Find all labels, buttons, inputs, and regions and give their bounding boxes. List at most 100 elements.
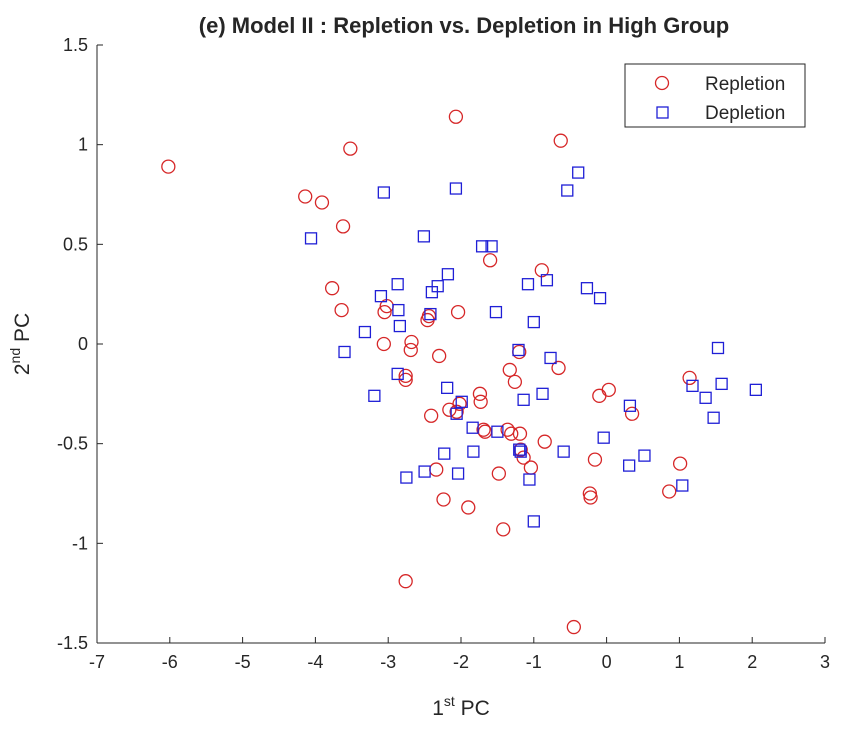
data-points bbox=[161, 109, 762, 635]
depletion-point bbox=[358, 325, 372, 339]
legend-depletion-marker bbox=[656, 106, 669, 119]
repletion-point bbox=[537, 434, 552, 449]
repletion-point bbox=[523, 460, 539, 475]
x-tick-label: -6 bbox=[162, 652, 178, 672]
depletion-point bbox=[391, 367, 404, 381]
depletion-point bbox=[467, 445, 480, 458]
depletion-point bbox=[557, 445, 570, 458]
repletion-point bbox=[432, 348, 447, 364]
depletion-point bbox=[393, 319, 406, 333]
depletion-point bbox=[749, 383, 762, 396]
depletion-point bbox=[514, 445, 527, 458]
depletion-point bbox=[450, 407, 463, 420]
repletion-point bbox=[682, 370, 697, 386]
depletion-point bbox=[572, 166, 585, 179]
depletion-point bbox=[623, 459, 636, 472]
x-tick-label: -3 bbox=[380, 652, 396, 672]
x-axis-label-rest: PC bbox=[455, 697, 490, 720]
depletion-point bbox=[485, 240, 498, 253]
repletion-point bbox=[507, 374, 523, 390]
depletion-point bbox=[517, 393, 530, 406]
repletion-point bbox=[334, 302, 349, 318]
depletion-point bbox=[699, 391, 712, 404]
depletion-point bbox=[368, 389, 381, 402]
repletion-point bbox=[298, 189, 313, 204]
depletion-point bbox=[425, 286, 439, 299]
repletion-point bbox=[502, 362, 517, 378]
legend-depletion-label: Depletion bbox=[705, 103, 785, 124]
depletion-point bbox=[638, 449, 651, 462]
depletion-point bbox=[438, 447, 451, 460]
repletion-point bbox=[473, 394, 488, 409]
repletion-point bbox=[398, 368, 413, 384]
x-axis-ticks: -7 -6 -5 -4 -3 -2 -1 0 1 2 3 bbox=[89, 637, 830, 672]
depletion-point bbox=[455, 395, 468, 408]
depletion-point bbox=[377, 186, 390, 199]
x-tick-label: -1 bbox=[526, 652, 542, 672]
depletion-point bbox=[623, 399, 637, 412]
x-tick-label: 2 bbox=[747, 652, 757, 672]
y-axis-label: 2nd PC bbox=[7, 313, 34, 375]
repletion-point bbox=[672, 456, 688, 471]
repletion-point bbox=[583, 490, 598, 505]
repletion-point bbox=[450, 304, 466, 320]
repletion-point bbox=[566, 619, 581, 635]
depletion-point bbox=[304, 232, 318, 245]
x-tick-label: -5 bbox=[235, 652, 251, 672]
depletion-point bbox=[451, 467, 465, 480]
depletion-point bbox=[417, 230, 431, 243]
depletion-point bbox=[707, 411, 720, 424]
y-tick-label: 0 bbox=[78, 334, 88, 354]
repletion-point bbox=[482, 253, 498, 268]
y-tick-label: 1.5 bbox=[63, 35, 88, 55]
y-axis-label-rest: PC bbox=[11, 313, 34, 348]
depletion-point bbox=[715, 377, 728, 391]
legend: Repletion Depletion bbox=[624, 63, 806, 128]
repletion-point bbox=[496, 522, 511, 537]
repletion-point bbox=[461, 500, 476, 515]
y-tick-label: -0.5 bbox=[57, 434, 88, 454]
repletion-point bbox=[452, 396, 467, 411]
repletion-point bbox=[551, 360, 566, 376]
x-tick-label: -7 bbox=[89, 652, 105, 672]
depletion-point bbox=[593, 292, 607, 305]
depletion-point bbox=[400, 471, 413, 484]
chart-title: (e) Model II : Repletion vs. Depletion i… bbox=[199, 13, 729, 38]
repletion-point bbox=[476, 422, 491, 437]
repletion-point bbox=[314, 195, 330, 210]
depletion-point bbox=[686, 379, 699, 393]
depletion-point bbox=[544, 351, 557, 365]
repletion-point bbox=[403, 342, 418, 358]
repletion-point bbox=[324, 281, 340, 296]
repletion-point bbox=[587, 452, 603, 467]
y-axis-label-base: 2 bbox=[11, 363, 34, 375]
repletion-point bbox=[424, 408, 439, 423]
depletion-point bbox=[491, 425, 504, 438]
legend-repletion-label: Repletion bbox=[705, 74, 785, 95]
legend-box bbox=[624, 63, 806, 128]
depletion-point bbox=[512, 343, 525, 357]
x-tick-label: 0 bbox=[602, 652, 612, 672]
depletion-point bbox=[561, 184, 574, 197]
depletion-point bbox=[475, 240, 489, 253]
x-axis-label: 1st PC bbox=[432, 693, 490, 720]
depletion-point bbox=[523, 473, 536, 486]
x-tick-label: -4 bbox=[307, 652, 323, 672]
depletion-point bbox=[418, 465, 431, 478]
legend-repletion-marker bbox=[654, 75, 670, 91]
depletion-point bbox=[338, 345, 351, 359]
repletion-point bbox=[448, 109, 464, 124]
depletion-point bbox=[391, 278, 404, 291]
repletion-point bbox=[335, 219, 351, 234]
repletion-point bbox=[161, 159, 176, 174]
repletion-point bbox=[624, 406, 640, 421]
depletion-point bbox=[441, 268, 455, 281]
x-tick-label: -2 bbox=[453, 652, 469, 672]
x-axis-label-sup: st bbox=[444, 693, 455, 709]
x-tick-label: 1 bbox=[674, 652, 684, 672]
y-tick-label: -1.5 bbox=[57, 633, 88, 653]
repletion-point bbox=[377, 304, 392, 320]
depletion-point bbox=[424, 307, 437, 321]
repletion-point bbox=[601, 382, 616, 397]
